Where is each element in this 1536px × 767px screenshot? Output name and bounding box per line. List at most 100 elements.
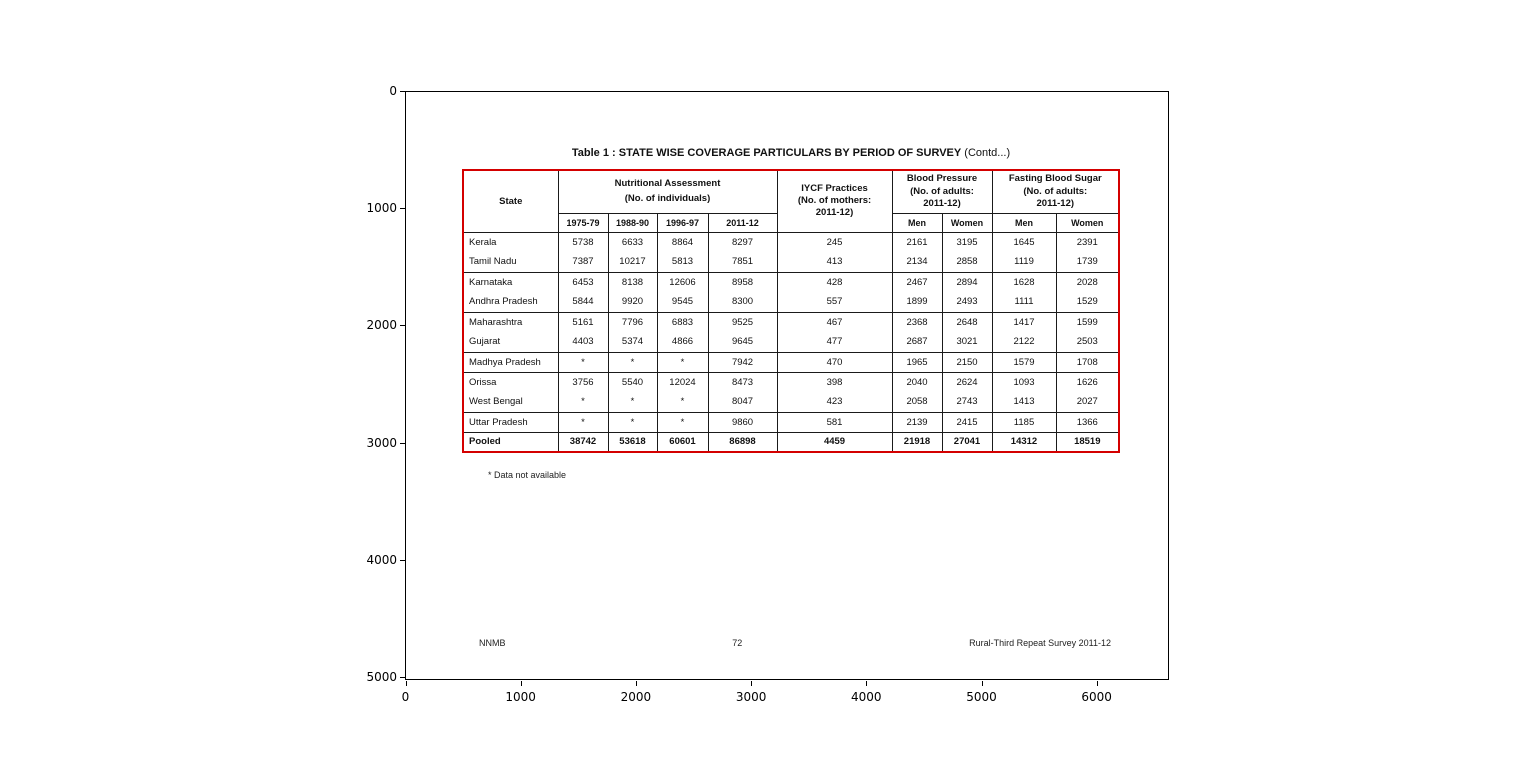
x-axis-tick-mark [981, 681, 983, 686]
value-cell: 10217 [607, 252, 658, 272]
document-title: Table 1 : STATE WISE COVERAGE PARTICULAR… [461, 147, 1121, 159]
y-axis-tick-mark [400, 677, 405, 678]
value-cell: 6453 [557, 271, 609, 292]
col-header-fasting-blood-sugar: Fasting Blood Sugar (No. of adults: 2011… [991, 170, 1120, 214]
state-cell: Orissa [462, 371, 559, 392]
value-cell: 5738 [557, 232, 609, 252]
value-cell: 21918 [891, 431, 943, 452]
value-cell: 467 [776, 311, 893, 332]
footer-page-number: 72 [732, 638, 743, 648]
y-axis-tick-label: 1000 [366, 201, 397, 216]
table-row: Kerala 5738 6633 8864 8297 245 2161 3195 1645 239… [462, 232, 1120, 252]
value-cell: 413 [776, 252, 893, 272]
value-cell: 1111 [991, 292, 1057, 312]
value-cell: 581 [776, 411, 893, 432]
y-axis-tick-label: 4000 [366, 552, 397, 567]
value-cell: 1366 [1055, 411, 1120, 432]
value-cell: 2894 [941, 271, 993, 292]
subcol-fbs-women: Women [1055, 213, 1120, 233]
value-cell: 1417 [991, 311, 1057, 332]
value-cell: 8300 [707, 292, 778, 312]
bp-header-line2: (No. of adults: [910, 185, 974, 197]
document-title-main: Table 1 : STATE WISE COVERAGE PARTICULAR… [571, 147, 962, 159]
state-cell: Uttar Pradesh [462, 411, 559, 432]
state-cell: Gujarat [462, 332, 559, 352]
page-footer: NNMB 72 Rural-Third Repeat Survey 2011-1… [479, 638, 1111, 648]
value-cell: 470 [776, 351, 893, 372]
table-row: Karnataka 6453 8138 12606 8958 428 2467 2894 162… [462, 271, 1120, 292]
x-axis-tick-label: 4000 [851, 690, 882, 704]
value-cell: 2503 [1055, 332, 1120, 352]
value-cell: 5540 [607, 371, 658, 392]
value-cell: 2858 [941, 252, 993, 272]
table-row: Andhra Pradesh 5844 9920 9545 8300 557 1899 249… [462, 292, 1120, 312]
x-axis-tick-mark [1096, 681, 1098, 686]
value-cell: 428 [776, 271, 893, 292]
y-axis-tick-label: 2000 [366, 318, 397, 333]
value-cell: 9860 [707, 411, 778, 432]
value-cell: 557 [776, 292, 893, 312]
value-cell: * [557, 392, 609, 412]
bp-header-line1: Blood Pressure [906, 173, 978, 185]
value-cell: 2058 [891, 392, 943, 412]
table-row: Pooled 38742 53618 60601 86898 4459 21918 27041… [462, 431, 1120, 452]
table-header-row: State Nutritional Assessment (No. of ind… [462, 170, 1120, 233]
value-cell: 2139 [891, 411, 943, 432]
value-cell: 2027 [1055, 392, 1120, 412]
subcol-fbs-men: Men [991, 213, 1057, 233]
col-header-blood-pressure: Blood Pressure (No. of adults: 2011-12) [891, 170, 993, 214]
x-axis-tick-label: 0 [401, 690, 410, 704]
value-cell: 12606 [656, 271, 709, 292]
document-title-suffix: (Contd...) [961, 147, 1011, 159]
value-cell: 9645 [707, 332, 778, 352]
fbs-header-line1: Fasting Blood Sugar [1008, 173, 1102, 185]
col-header-state: State [462, 170, 559, 233]
value-cell: 53618 [607, 431, 658, 452]
nutritional-header-line2: (No. of individuals) [624, 193, 711, 205]
state-cell: Madhya Pradesh [462, 351, 559, 372]
value-cell: 1599 [1055, 311, 1120, 332]
table-subheader-row: 1975-79 1988-90 1996-97 2011-12 Men Wome… [463, 213, 1120, 233]
value-cell: 8864 [656, 232, 709, 252]
value-cell: 2743 [941, 392, 993, 412]
value-cell: 1579 [991, 351, 1057, 372]
value-cell: 18519 [1055, 431, 1120, 452]
y-axis-tick-mark [400, 91, 405, 92]
value-cell: 27041 [941, 431, 993, 452]
state-cell: Karnataka [462, 271, 559, 292]
coverage-table: State Nutritional Assessment (No. of ind… [462, 169, 1121, 453]
value-cell: 1185 [991, 411, 1057, 432]
value-cell: 9920 [607, 292, 658, 312]
value-cell: 2648 [941, 311, 993, 332]
plot-area: Table 1 : STATE WISE COVERAGE PARTICULAR… [405, 91, 1169, 680]
x-axis-tick-label: 1000 [505, 690, 536, 704]
col-header-nutritional: Nutritional Assessment (No. of individua… [557, 170, 778, 214]
value-cell: 9525 [707, 311, 778, 332]
table-row: West Bengal * * * 8047 423 2058 2743 1413 2027 [462, 392, 1120, 412]
fbs-header-line2: (No. of adults: [1023, 185, 1088, 197]
x-axis-tick-mark [520, 681, 522, 686]
y-axis-tick-label: 0 [389, 84, 397, 98]
value-cell: 1413 [991, 392, 1057, 412]
value-cell: 8047 [707, 392, 778, 412]
value-cell: 8958 [707, 271, 778, 292]
value-cell: 1093 [991, 371, 1057, 392]
x-axis-tick-mark [866, 681, 868, 686]
value-cell: 4866 [656, 332, 709, 352]
value-cell: 38742 [557, 431, 609, 452]
y-axis-tick-label: 5000 [366, 670, 397, 684]
value-cell: 4403 [557, 332, 609, 352]
footer-right-survey: Rural-Third Repeat Survey 2011-12 [969, 638, 1111, 648]
x-axis-tick-mark [635, 681, 637, 686]
y-axis-tick-mark [400, 208, 405, 210]
value-cell: 8473 [707, 371, 778, 392]
value-cell: 1899 [891, 292, 943, 312]
value-cell: 7942 [707, 351, 778, 372]
y-axis-tick-mark [400, 559, 405, 561]
y-axis-tick-label: 3000 [366, 435, 397, 450]
value-cell: 2040 [891, 371, 943, 392]
value-cell: 2161 [891, 232, 943, 252]
data-not-available-footnote: * Data not available [488, 470, 567, 480]
value-cell: 2150 [941, 351, 993, 372]
